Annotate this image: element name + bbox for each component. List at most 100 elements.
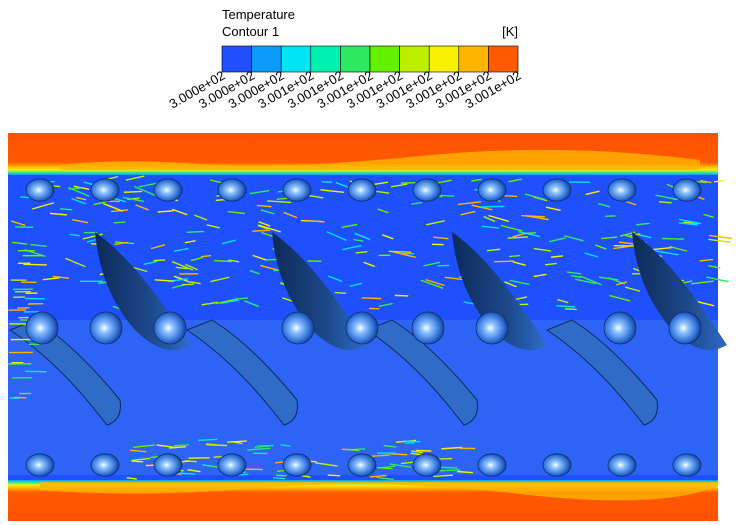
vector-arrow xyxy=(708,234,733,240)
vector-arrow xyxy=(584,252,599,258)
sphere xyxy=(153,178,183,202)
vector-arrow xyxy=(508,178,522,183)
vector-arrow xyxy=(258,221,271,227)
vector-arrow xyxy=(283,211,298,219)
sphere xyxy=(153,453,183,477)
vector-arrow xyxy=(507,236,528,239)
vector-arrow xyxy=(206,443,227,447)
vector-arrow xyxy=(713,179,725,183)
vector-arrow xyxy=(257,444,274,448)
sphere xyxy=(477,453,507,477)
vector-arrow xyxy=(12,241,28,245)
vector-arrow xyxy=(564,235,584,242)
colorbar-swatch xyxy=(251,45,282,73)
vector-arrow xyxy=(320,189,344,194)
vector-arrow xyxy=(405,440,421,443)
vector-arrow xyxy=(570,274,582,279)
vector-arrow xyxy=(153,259,166,262)
vector-arrow xyxy=(346,448,360,452)
vector-arrow xyxy=(481,225,500,229)
vector-arrow xyxy=(433,236,449,240)
sphere xyxy=(347,178,377,202)
vector-arrow xyxy=(175,266,188,270)
vector-arrow xyxy=(227,440,247,443)
sphere xyxy=(542,453,572,477)
vector-arrow xyxy=(280,444,291,447)
vector-arrow xyxy=(23,263,47,266)
colorbar-swatch xyxy=(428,45,460,73)
vector-arrow xyxy=(615,281,628,286)
vector-arrow xyxy=(369,474,387,478)
vector-arrow xyxy=(377,208,389,214)
sphere xyxy=(347,453,377,477)
vector-arrow xyxy=(377,466,393,470)
vector-arrow xyxy=(597,202,611,208)
vector-arrow xyxy=(598,276,619,281)
vector-arrow xyxy=(169,446,186,449)
vector-arrow xyxy=(65,257,86,268)
vector-arrow xyxy=(624,286,641,292)
vector-arrow xyxy=(659,201,672,204)
vector-arrow xyxy=(500,224,523,232)
vector-arrow xyxy=(349,282,363,287)
screw-blade xyxy=(365,319,478,426)
vector-arrow xyxy=(42,277,60,281)
vector-arrow xyxy=(354,232,371,241)
vector-arrow xyxy=(654,250,679,256)
vector-arrow xyxy=(14,226,34,228)
sphere xyxy=(282,178,312,202)
sphere xyxy=(90,178,120,202)
vector-arrow xyxy=(509,279,530,286)
vector-arrow xyxy=(341,223,358,229)
vector-arrow xyxy=(237,473,249,476)
vector-arrow xyxy=(76,196,87,201)
vector-arrow xyxy=(613,245,631,250)
vector-arrow xyxy=(551,255,563,258)
screw-blade xyxy=(632,232,727,350)
vector-arrow xyxy=(524,193,546,201)
vector-arrow xyxy=(440,194,455,197)
vector-arrow xyxy=(252,229,271,232)
vector-arrow xyxy=(601,236,618,240)
vector-arrow xyxy=(214,259,232,263)
colorbar-swatch xyxy=(221,45,252,73)
vector-arrow xyxy=(512,261,526,266)
legend-subtitle: Contour 1 xyxy=(222,24,279,39)
vector-arrow xyxy=(210,276,230,283)
sphere xyxy=(153,311,187,345)
vector-arrow xyxy=(114,241,129,246)
vector-arrow xyxy=(355,250,368,254)
sphere xyxy=(89,311,123,345)
vector-arrow xyxy=(275,474,287,477)
legend-unit: [K] xyxy=(502,24,518,39)
vector-arrow xyxy=(369,454,391,458)
simulation-view xyxy=(8,133,733,521)
vector-arrow xyxy=(334,291,347,295)
vector-arrow xyxy=(315,462,338,467)
vector-arrow xyxy=(556,305,575,308)
vector-arrow xyxy=(669,245,688,252)
screw-blade xyxy=(8,319,121,426)
vector-arrow xyxy=(609,294,631,302)
vector-arrow xyxy=(256,204,272,208)
vector-arrow xyxy=(378,302,393,308)
vector-arrow xyxy=(123,190,143,194)
vector-arrow xyxy=(135,204,149,211)
vector-arrow xyxy=(260,209,275,215)
vector-arrow xyxy=(52,275,70,279)
vector-arrow xyxy=(504,281,517,288)
vector-arrow xyxy=(305,219,325,223)
vector-arrow xyxy=(626,201,637,206)
colorbar-swatch xyxy=(458,45,489,73)
sphere xyxy=(217,453,247,477)
vector-arrow xyxy=(533,273,547,278)
vector-arrow xyxy=(93,200,108,206)
vector-arrow xyxy=(11,220,26,226)
vector-arrow xyxy=(678,222,699,226)
vector-arrow xyxy=(184,240,196,244)
vector-arrow xyxy=(194,214,208,221)
vector-arrow xyxy=(708,238,731,243)
colorbar-swatch xyxy=(488,45,519,73)
sphere xyxy=(672,453,702,477)
vector-arrow xyxy=(73,185,90,190)
